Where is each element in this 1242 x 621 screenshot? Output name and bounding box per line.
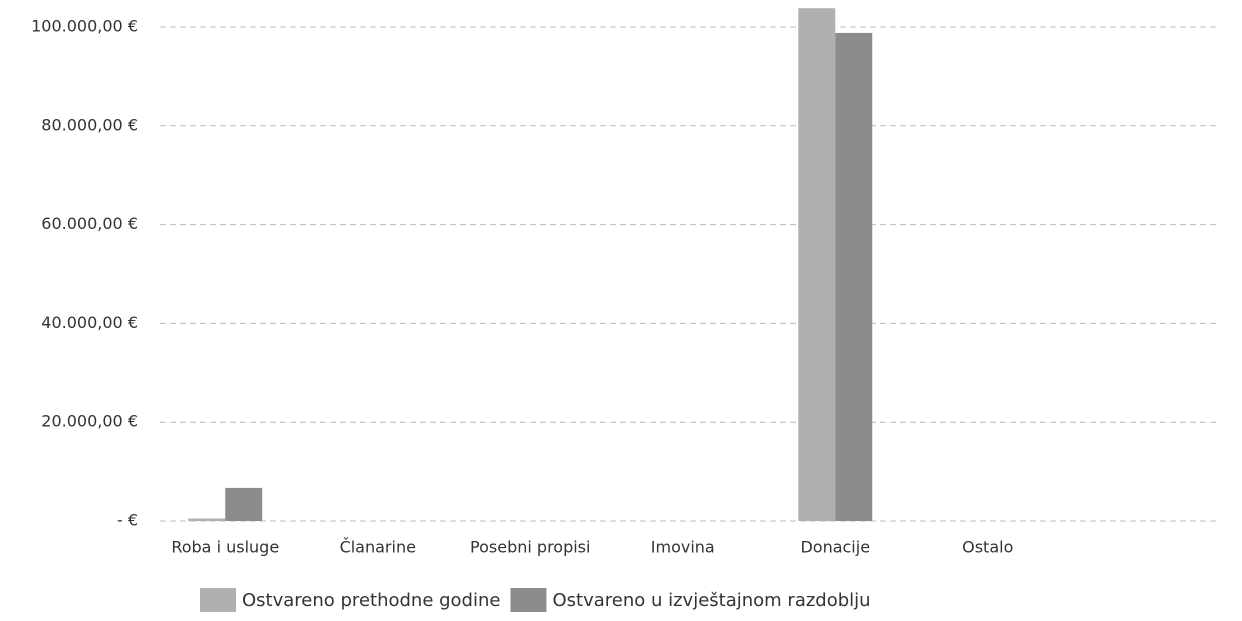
- x-tick-label: Roba i usluge: [171, 538, 279, 557]
- y-tick-label: 20.000,00 €: [41, 412, 138, 431]
- x-tick-label: Članarine: [340, 538, 416, 557]
- y-tick-label: 80.000,00 €: [41, 115, 138, 134]
- bar: [835, 32, 873, 521]
- legend-swatch: [510, 588, 547, 612]
- y-tick-label: 40.000,00 €: [41, 313, 138, 332]
- legend-swatch: [200, 588, 236, 612]
- x-tick-label: Donacije: [800, 538, 870, 557]
- y-tick-label: 60.000,00 €: [41, 214, 138, 233]
- y-tick-label: - €: [117, 511, 138, 530]
- x-tick-label: Posebni propisi: [470, 538, 590, 557]
- legend-label: Ostvareno prethodne godine: [242, 590, 500, 611]
- y-tick-label: 100.000,00 €: [31, 17, 138, 36]
- legend-label: Ostvareno u izvještajnom razdoblju: [552, 590, 870, 611]
- bar: [798, 8, 836, 521]
- bar: [188, 518, 226, 521]
- x-tick-label: Imovina: [651, 538, 715, 557]
- x-tick-label: Ostalo: [962, 538, 1013, 557]
- bar: [225, 487, 263, 521]
